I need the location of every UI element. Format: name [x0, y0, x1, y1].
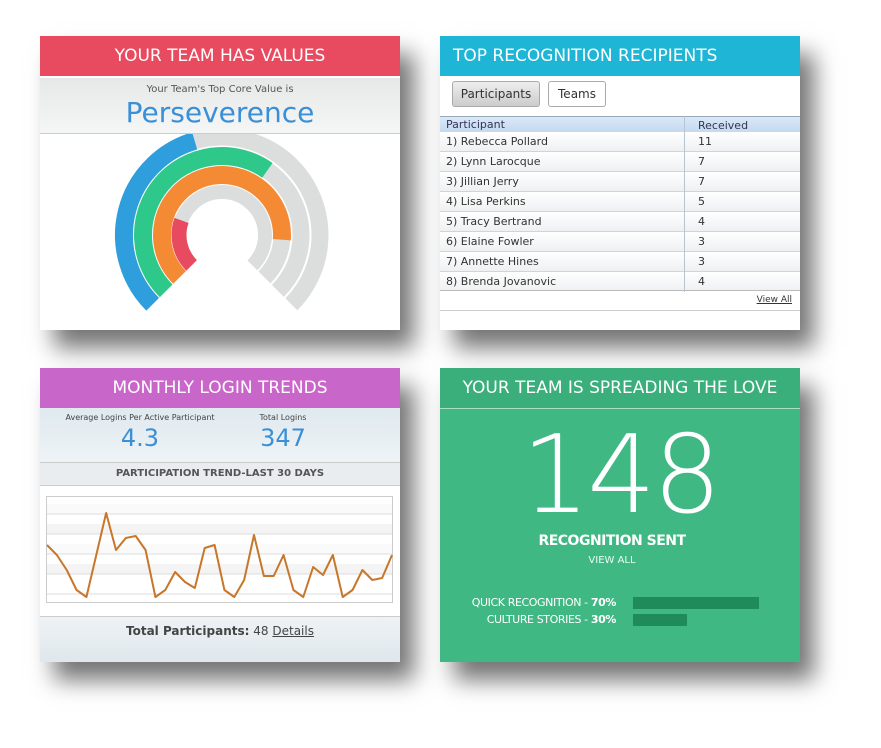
table-row: 1) Rebecca Pollard 11 [440, 132, 800, 152]
table-row: 5) Tracy Bertrand 4 [440, 212, 800, 232]
table-header: Participant Received [440, 116, 800, 132]
table-row: 4) Lisa Perkins 5 [440, 192, 800, 212]
participant-name: 3) Jillian Jerry [446, 175, 519, 188]
view-all-link[interactable]: VIEW ALL [588, 555, 636, 566]
ring-bar [134, 147, 273, 298]
divider [440, 310, 800, 311]
trend-title: PARTICIPATION TREND-LAST 30 DAYS [40, 462, 400, 486]
ring-bar [115, 134, 198, 311]
footer: Total Participants: 48 Details [40, 624, 400, 638]
received-count: 5 [698, 195, 705, 208]
bar-value-label: 70% [590, 596, 617, 609]
panel-title: MONTHLY LOGIN TRENDS [40, 368, 400, 408]
column-header: Participant [446, 118, 505, 131]
bar-value-label: 30% [590, 613, 617, 626]
table-row: 3) Jillian Jerry 7 [440, 172, 800, 192]
table-row: 7) Annette Hines 3 [440, 252, 800, 272]
bar-label-text: CULTURE STORIES - [486, 613, 591, 626]
participant-name: 8) Brenda Jovanovic [446, 275, 557, 288]
grid-band [47, 544, 392, 554]
bar-label: QUICK RECOGNITION - 70% [471, 596, 617, 609]
participant-name: 7) Annette Hines [446, 255, 539, 268]
received-count: 3 [698, 235, 705, 248]
panel-title: YOUR TEAM IS SPREADING THE LOVE [440, 368, 800, 409]
stat-value: 347 [260, 424, 306, 452]
stat-label: Total Logins [259, 413, 307, 422]
ring-bar [171, 217, 198, 271]
login-panel: MONTHLY LOGIN TRENDS Average Logins Per … [40, 368, 400, 662]
footer-label: Total Participants: [126, 624, 250, 638]
grid-band [47, 524, 392, 534]
received-count: 7 [698, 175, 705, 188]
top-value: Perseverence [125, 96, 315, 129]
bar-label: CULTURE STORIES - 30% [486, 613, 617, 626]
panel-title: TOP RECOGNITION RECIPIENTS [440, 36, 800, 76]
values-panel: YOUR TEAM HAS VALUES Your Team's Top Cor… [40, 36, 400, 330]
love-panel: YOUR TEAM IS SPREADING THE LOVE 148 RECO… [440, 368, 800, 662]
received-count: 7 [698, 155, 705, 168]
grid-band [47, 504, 392, 514]
footer-band [40, 616, 400, 662]
participant-name: 6) Elaine Fowler [446, 235, 534, 248]
received-count: 4 [698, 215, 705, 228]
bar [633, 597, 759, 609]
bar-list: QUICK RECOGNITION - 70% CULTURE STORIES -… [440, 596, 800, 636]
panel-title: YOUR TEAM HAS VALUES [40, 36, 400, 76]
stat-value: 4.3 [120, 424, 160, 452]
line-chart [46, 496, 393, 603]
participant-name: 4) Lisa Perkins [446, 195, 526, 208]
ring-bar [153, 166, 291, 284]
bar-label-text: QUICK RECOGNITION - [471, 596, 591, 609]
tab[interactable]: Teams [548, 81, 606, 107]
table-row: 2) Lynn Larocque 7 [440, 152, 800, 172]
trend-line [46, 512, 393, 598]
details-link[interactable]: Details [272, 624, 314, 638]
footer-value: 48 [253, 624, 269, 638]
radial-chart [115, 134, 329, 311]
received-count: 11 [698, 135, 712, 148]
participant-name: 2) Lynn Larocque [446, 155, 541, 168]
column-header: Received [698, 119, 749, 132]
table-row: 6) Elaine Fowler 3 [440, 232, 800, 252]
stat-label: Average Logins Per Active Participant [65, 413, 215, 422]
recognition-count: 148 [521, 413, 721, 538]
tab[interactable]: Participants [452, 81, 540, 107]
received-count: 4 [698, 275, 705, 288]
bar [633, 614, 687, 626]
table-row: 8) Brenda Jovanovic 4 [440, 272, 800, 290]
stats-band [40, 408, 400, 462]
column-divider [684, 116, 685, 292]
value-subtitle: Your Team's Top Core Value is [146, 84, 294, 95]
received-count: 3 [698, 255, 705, 268]
view-all-link[interactable]: View All [756, 295, 792, 305]
table-body: 1) Rebecca Pollard 11 2) Lynn Larocque 7 3) … [440, 132, 800, 291]
participant-name: 1) Rebecca Pollard [446, 135, 548, 148]
count-label: RECOGNITION SENT [538, 533, 686, 549]
recipients-panel: TOP RECOGNITION RECIPIENTS Participants … [440, 36, 800, 330]
participant-name: 5) Tracy Bertrand [446, 215, 542, 228]
